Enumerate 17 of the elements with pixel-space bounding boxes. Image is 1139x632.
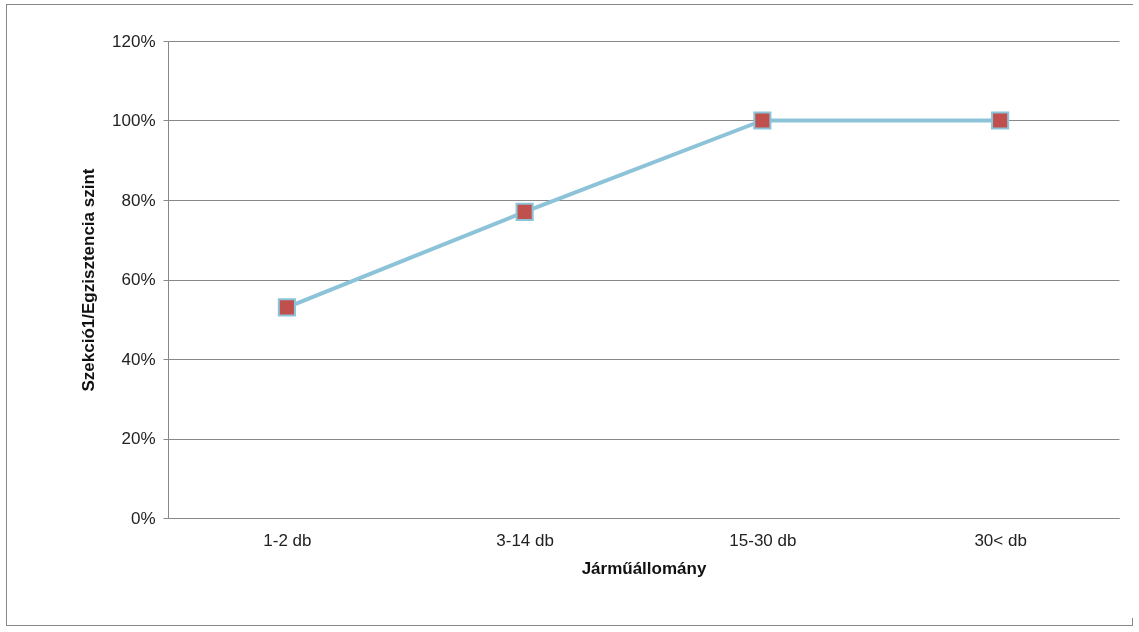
x-axis-title: Járműállomány (581, 558, 707, 578)
x-tick-label: 1-2 db (263, 530, 312, 550)
point (515, 202, 534, 221)
y-tick-label: 60% (121, 270, 156, 289)
y-tick-label: 40% (121, 349, 156, 369)
y-tick-label: 80% (121, 190, 156, 210)
y-axis-title: Szekció1/Egzisztencia szint (79, 168, 99, 392)
point (753, 111, 772, 130)
x-tick-label: 3-14 db (496, 530, 554, 550)
y-tick-label: 120% (112, 31, 156, 51)
x-tick-label: 15-30 db (729, 530, 797, 550)
point (991, 111, 1010, 130)
y-tick-label: 100% (112, 111, 156, 130)
x-tick-label: 30< db (974, 530, 1027, 550)
point (277, 298, 296, 317)
y-tick-label: 0% (130, 508, 156, 528)
y-tick-label: 20% (121, 429, 156, 448)
